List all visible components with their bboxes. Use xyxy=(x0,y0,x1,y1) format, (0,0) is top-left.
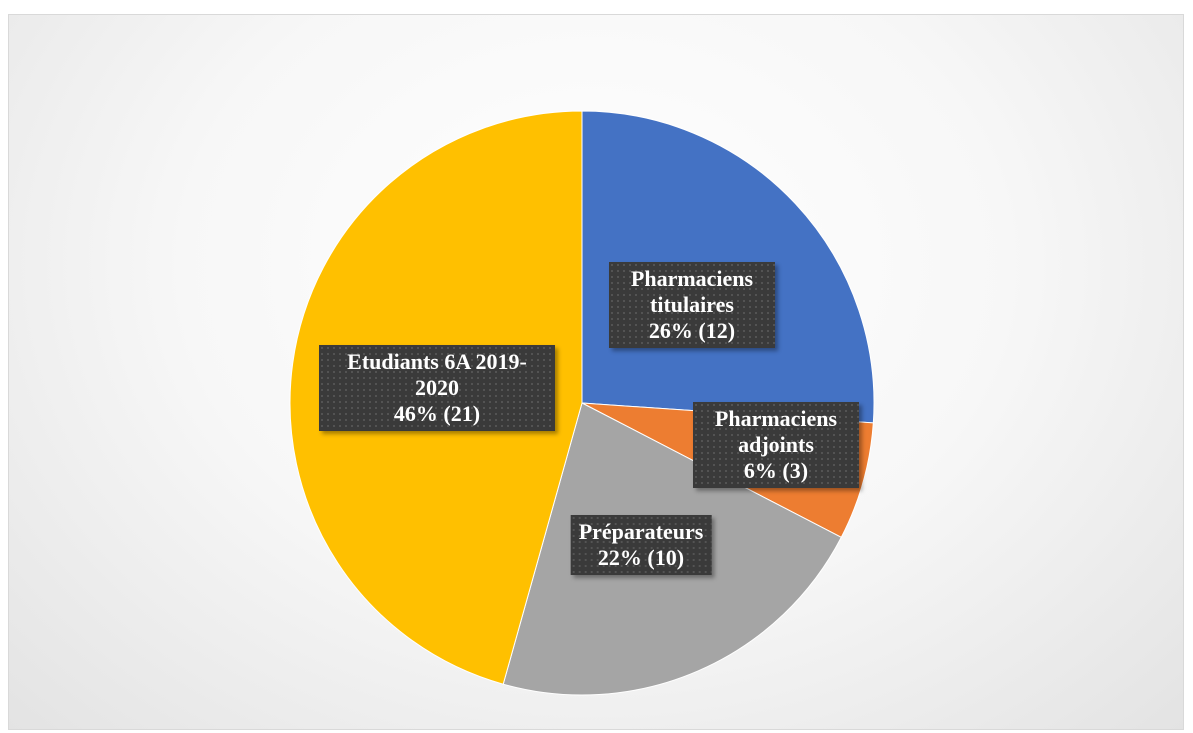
data-label: Pharmaciens titulaires 26% (12) xyxy=(609,262,775,348)
value-label: 22% (10) xyxy=(597,545,685,570)
value-label: 26% (12) xyxy=(648,318,736,343)
value-label: 46% (21) xyxy=(393,401,481,426)
data-label: Préparateurs 22% (10) xyxy=(570,515,712,575)
data-label: Etudiants 6A 2019-2020 46% (21) xyxy=(319,345,555,431)
category: Pharmaciens titulaires xyxy=(630,266,754,317)
category: Etudiants 6A 2019-2020 xyxy=(347,349,527,400)
category: Pharmaciens adjoints xyxy=(714,406,838,457)
category: Préparateurs xyxy=(578,519,704,544)
value-label: 6% (3) xyxy=(743,458,809,483)
data-label: Pharmaciens adjoints 6% (3) xyxy=(693,402,859,488)
